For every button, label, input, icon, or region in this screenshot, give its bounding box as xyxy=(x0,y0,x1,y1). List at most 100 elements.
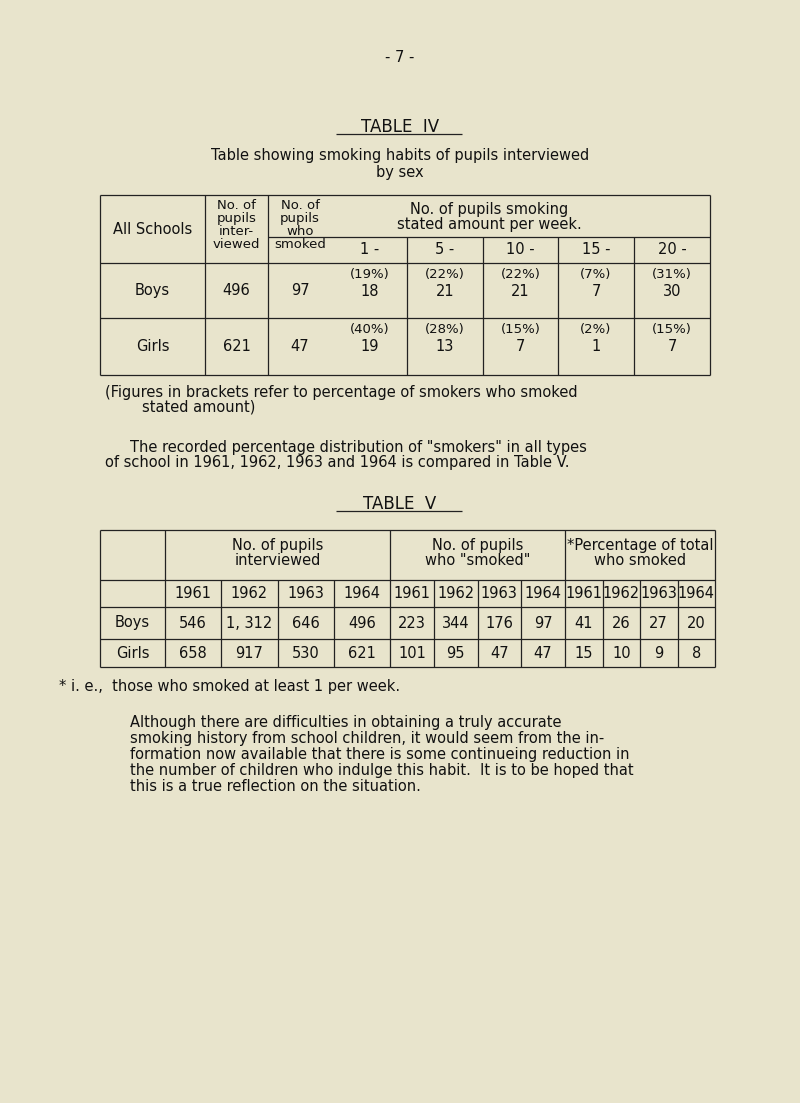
Text: (31%): (31%) xyxy=(652,268,692,281)
Text: TABLE  V: TABLE V xyxy=(363,495,437,513)
Text: formation now available that there is some continueing reduction in: formation now available that there is so… xyxy=(130,747,630,762)
Text: stated amount per week.: stated amount per week. xyxy=(397,217,582,232)
Text: inter-: inter- xyxy=(219,225,254,238)
Text: No. of: No. of xyxy=(281,199,319,212)
Text: Boys: Boys xyxy=(115,615,150,631)
Text: Girls: Girls xyxy=(116,645,150,661)
Text: No. of: No. of xyxy=(217,199,256,212)
Text: 1963: 1963 xyxy=(481,586,518,601)
Text: Although there are difficulties in obtaining a truly accurate: Although there are difficulties in obtai… xyxy=(130,715,562,730)
Text: 5 -: 5 - xyxy=(435,242,454,257)
Text: 1964: 1964 xyxy=(525,586,562,601)
Text: No. of pupils smoking: No. of pupils smoking xyxy=(410,202,568,217)
Text: who: who xyxy=(286,225,314,238)
Text: (15%): (15%) xyxy=(501,323,541,336)
Text: 101: 101 xyxy=(398,645,426,661)
Text: smoking history from school children, it would seem from the in-: smoking history from school children, it… xyxy=(130,731,604,746)
Text: 176: 176 xyxy=(486,615,514,631)
Text: the number of children who indulge this habit.  It is to be hoped that: the number of children who indulge this … xyxy=(130,763,634,778)
Text: (22%): (22%) xyxy=(425,268,465,281)
Text: 47: 47 xyxy=(290,339,310,354)
Text: 1964: 1964 xyxy=(343,586,380,601)
Text: 20: 20 xyxy=(687,615,706,631)
Text: 15: 15 xyxy=(574,645,593,661)
Text: 47: 47 xyxy=(490,645,509,661)
Text: 1962: 1962 xyxy=(231,586,268,601)
Text: TABLE  IV: TABLE IV xyxy=(361,118,439,136)
Text: 27: 27 xyxy=(650,615,668,631)
Text: 20 -: 20 - xyxy=(658,242,686,257)
Text: stated amount): stated amount) xyxy=(105,399,255,414)
Text: (28%): (28%) xyxy=(425,323,465,336)
Text: No. of pupils: No. of pupils xyxy=(232,538,323,553)
Text: 47: 47 xyxy=(534,645,553,661)
Text: 1961: 1961 xyxy=(566,586,602,601)
Text: 1962: 1962 xyxy=(437,586,474,601)
Text: All Schools: All Schools xyxy=(113,222,192,236)
Text: 1963: 1963 xyxy=(287,586,324,601)
Text: 97: 97 xyxy=(534,615,553,631)
Text: 7: 7 xyxy=(516,339,525,354)
Text: 1, 312: 1, 312 xyxy=(226,615,273,631)
Text: smoked: smoked xyxy=(274,238,326,251)
Text: 8: 8 xyxy=(692,645,701,661)
Text: (19%): (19%) xyxy=(350,268,390,281)
Text: by sex: by sex xyxy=(376,165,424,180)
Text: of school in 1961, 1962, 1963 and 1964 is compared in Table V.: of school in 1961, 1962, 1963 and 1964 i… xyxy=(105,456,570,470)
Text: 223: 223 xyxy=(398,615,426,631)
Text: 1964: 1964 xyxy=(678,586,714,601)
Text: pupils: pupils xyxy=(280,212,320,225)
Text: 9: 9 xyxy=(654,645,663,661)
Text: 621: 621 xyxy=(348,645,376,661)
Text: Table showing smoking habits of pupils interviewed: Table showing smoking habits of pupils i… xyxy=(211,148,589,163)
Text: *Percentage of total: *Percentage of total xyxy=(566,538,714,553)
Text: who smoked: who smoked xyxy=(594,553,686,568)
Text: 7: 7 xyxy=(667,339,677,354)
Text: this is a true reflection on the situation.: this is a true reflection on the situati… xyxy=(130,779,421,794)
Text: 917: 917 xyxy=(235,645,263,661)
Text: 21: 21 xyxy=(436,283,454,299)
Text: No. of pupils: No. of pupils xyxy=(432,538,523,553)
Text: 95: 95 xyxy=(446,645,465,661)
Text: Girls: Girls xyxy=(136,339,170,354)
Text: Boys: Boys xyxy=(135,283,170,298)
Text: 1961: 1961 xyxy=(174,586,212,601)
Text: - 7 -: - 7 - xyxy=(386,50,414,65)
Text: 7: 7 xyxy=(591,283,601,299)
Text: 344: 344 xyxy=(442,615,470,631)
Text: interviewed: interviewed xyxy=(234,553,321,568)
Text: 1962: 1962 xyxy=(602,586,640,601)
Text: 1 -: 1 - xyxy=(360,242,379,257)
Text: 21: 21 xyxy=(511,283,530,299)
Text: * i. e.,  those who smoked at least 1 per week.: * i. e., those who smoked at least 1 per… xyxy=(59,679,401,694)
Text: 18: 18 xyxy=(360,283,378,299)
Text: who "smoked": who "smoked" xyxy=(425,553,530,568)
Text: 1961: 1961 xyxy=(394,586,430,601)
Text: (Figures in brackets refer to percentage of smokers who smoked: (Figures in brackets refer to percentage… xyxy=(105,385,578,400)
Text: 530: 530 xyxy=(292,645,319,661)
Text: 10: 10 xyxy=(612,645,630,661)
Text: viewed: viewed xyxy=(213,238,260,251)
Text: 1963: 1963 xyxy=(640,586,677,601)
Text: 41: 41 xyxy=(574,615,593,631)
Text: 30: 30 xyxy=(662,283,682,299)
Text: (22%): (22%) xyxy=(501,268,541,281)
Text: 496: 496 xyxy=(348,615,376,631)
Text: The recorded percentage distribution of "smokers" in all types: The recorded percentage distribution of … xyxy=(130,440,587,456)
Text: 13: 13 xyxy=(436,339,454,354)
Text: 658: 658 xyxy=(179,645,207,661)
Text: 15 -: 15 - xyxy=(582,242,610,257)
Text: 546: 546 xyxy=(179,615,207,631)
Text: (40%): (40%) xyxy=(350,323,390,336)
Text: pupils: pupils xyxy=(217,212,257,225)
Text: 10 -: 10 - xyxy=(506,242,535,257)
Text: 26: 26 xyxy=(612,615,630,631)
Text: 1: 1 xyxy=(591,339,601,354)
Text: 646: 646 xyxy=(292,615,319,631)
Text: 19: 19 xyxy=(360,339,378,354)
Text: 97: 97 xyxy=(290,283,310,298)
Text: (2%): (2%) xyxy=(580,323,612,336)
Text: 496: 496 xyxy=(222,283,250,298)
Text: 621: 621 xyxy=(222,339,250,354)
Text: (7%): (7%) xyxy=(580,268,612,281)
